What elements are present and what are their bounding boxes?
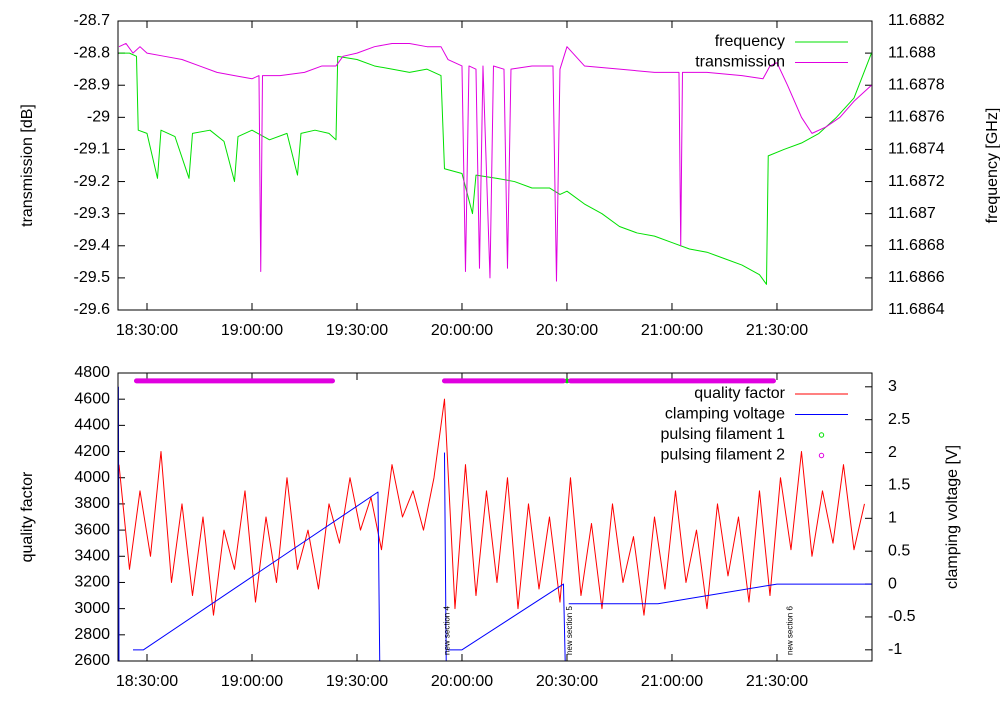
plot-area — [118, 42, 872, 285]
y2-tick-label: 0 — [888, 575, 897, 592]
y2-tick-label: -0.5 — [888, 608, 916, 625]
y-tick-label: 2600 — [74, 652, 110, 669]
legend-label: pulsing filament 2 — [660, 447, 785, 464]
y2-tick-label: 11.6876 — [888, 109, 945, 126]
y-tick-label: 4000 — [74, 469, 110, 486]
x-tick-label: 21:30:00 — [746, 322, 808, 339]
x-tick-label: 20:00:00 — [431, 322, 493, 339]
x-tick-label: 20:30:00 — [536, 673, 598, 690]
y-tick-label: -28.9 — [74, 76, 111, 93]
y2-tick-label: 11.6864 — [888, 301, 945, 318]
y2-tick-label: 11.687 — [888, 205, 936, 222]
y2-tick-label: -1 — [888, 641, 902, 658]
legend-marker — [818, 432, 825, 438]
y-tick-label: -29.4 — [74, 237, 111, 254]
legend-marker — [818, 452, 825, 459]
y-axis-label: quality factor — [19, 471, 36, 562]
x-tick-label: 18:30:00 — [116, 322, 178, 339]
legend-label: pulsing filament 1 — [660, 426, 785, 443]
annotation: new section 6 — [786, 606, 795, 655]
annotation: new section 4 — [443, 606, 452, 655]
legend-label: quality factor — [694, 385, 785, 402]
y2-axis-label: frequency [GHz] — [984, 108, 1000, 224]
x-tick-label: 20:00:00 — [431, 673, 493, 690]
x-tick-label: 21:00:00 — [641, 673, 703, 690]
y-tick-label: 3600 — [74, 521, 110, 538]
y-tick-label: 2800 — [74, 626, 110, 643]
plot-frame — [117, 20, 873, 311]
plot-frame — [117, 372, 873, 662]
y-tick-label: 3200 — [74, 574, 110, 591]
y2-tick-label: 11.6872 — [888, 173, 945, 190]
y-tick-label: -29.2 — [74, 173, 111, 190]
y2-tick-label: 11.6868 — [888, 237, 945, 254]
y2-axis-label: clamping voltage [V] — [944, 445, 961, 589]
y-tick-label: -29.5 — [74, 269, 111, 286]
x-tick-label: 20:30:00 — [536, 322, 598, 339]
data-line — [118, 386, 872, 661]
y2-tick-label: 1 — [888, 510, 897, 527]
y-axis-label: transmission [dB] — [19, 104, 36, 227]
y-tick-label: 3800 — [74, 495, 110, 512]
y-tick-label: 3400 — [74, 547, 110, 564]
y-tick-label: 3000 — [74, 600, 110, 617]
y2-tick-label: 2 — [888, 444, 897, 461]
legend-label: transmission — [695, 54, 785, 71]
x-tick-label: 19:30:00 — [326, 673, 388, 690]
x-tick-label: 19:00:00 — [221, 322, 283, 339]
y2-tick-label: 11.688 — [888, 44, 936, 61]
y2-tick-label: 0.5 — [888, 542, 910, 559]
y-tick-label: 4400 — [74, 417, 110, 434]
data-line — [118, 42, 872, 282]
y2-tick-label: 11.6882 — [888, 12, 945, 29]
x-tick-label: 18:30:00 — [116, 673, 178, 690]
legend-label: clamping voltage — [665, 406, 785, 423]
y2-tick-label: 1.5 — [888, 477, 910, 494]
y2-tick-label: 3 — [888, 378, 897, 395]
x-tick-label: 21:00:00 — [641, 322, 703, 339]
annotation: new section 5 — [565, 606, 574, 655]
y-tick-label: -29 — [87, 109, 110, 126]
y2-tick-label: 11.6866 — [888, 269, 945, 286]
data-line — [118, 398, 865, 616]
x-tick-label: 21:30:00 — [746, 673, 808, 690]
y-tick-label: -28.8 — [74, 44, 111, 61]
data-line — [118, 52, 872, 285]
legend-label: frequency — [715, 33, 785, 50]
x-tick-label: 19:00:00 — [221, 673, 283, 690]
y2-tick-label: 11.6878 — [888, 76, 945, 93]
plot-area — [118, 378, 872, 661]
y2-tick-label: 11.6874 — [888, 141, 945, 158]
y-tick-label: -29.1 — [74, 141, 111, 158]
y-tick-label: 4200 — [74, 443, 110, 460]
y-tick-label: 4600 — [74, 390, 110, 407]
y-tick-label: -28.7 — [74, 12, 111, 29]
x-tick-label: 19:30:00 — [326, 322, 388, 339]
y-tick-label: -29.6 — [74, 301, 111, 318]
y-tick-label: -29.3 — [74, 205, 111, 222]
y2-tick-label: 2.5 — [888, 411, 910, 428]
y-tick-label: 4800 — [74, 364, 110, 381]
